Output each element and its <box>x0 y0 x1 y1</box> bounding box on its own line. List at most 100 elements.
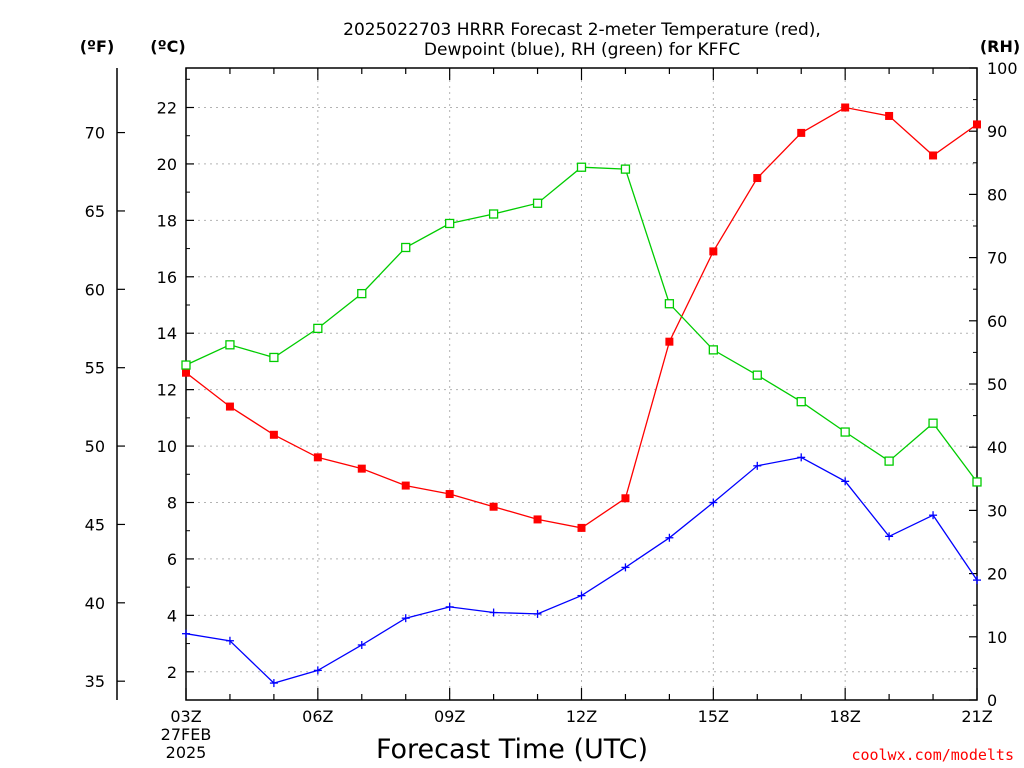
data-point <box>182 629 190 638</box>
fahrenheit-tick-label: 40 <box>85 594 105 613</box>
celsius-tick-label: 12 <box>157 381 177 400</box>
celsius-tick-label: 22 <box>157 99 177 118</box>
fahrenheit-tick-label: 70 <box>85 124 105 143</box>
data-point <box>929 151 938 160</box>
fahrenheit-tick-label: 55 <box>85 359 105 378</box>
data-point <box>269 679 278 688</box>
data-point <box>576 162 587 172</box>
data-point <box>752 370 762 380</box>
data-point <box>225 636 234 645</box>
celsius-tick-label: 16 <box>157 268 177 287</box>
data-point <box>972 477 982 487</box>
data-point <box>488 209 499 219</box>
data-point <box>181 360 191 370</box>
data-point <box>533 515 542 524</box>
rh-tick-label: 60 <box>987 312 1007 331</box>
data-point <box>489 502 498 511</box>
series-temperature <box>182 103 981 532</box>
data-point <box>313 323 323 334</box>
fahrenheit-tick-label: 60 <box>85 280 105 299</box>
data-point <box>973 576 981 585</box>
credit-text: coolwx.com/modelts <box>851 746 1014 764</box>
data-point <box>973 120 981 129</box>
rh-tick-label: 80 <box>987 185 1007 204</box>
data-point <box>841 477 850 486</box>
data-point <box>533 609 542 618</box>
x-axis-label: Forecast Time (UTC) <box>376 734 648 765</box>
x-tick-label: 15Z <box>698 707 729 726</box>
rh-unit-label: (RH) <box>980 37 1020 56</box>
data-point <box>577 523 586 532</box>
data-point <box>489 608 498 617</box>
data-point <box>885 111 894 120</box>
data-point <box>664 299 675 309</box>
celsius-tick-label: 10 <box>157 437 177 456</box>
data-point <box>709 247 718 256</box>
data-point <box>269 430 278 439</box>
data-point <box>182 368 190 377</box>
x-tick-label: 21Z <box>961 707 992 726</box>
rh-tick-label: 50 <box>987 375 1007 394</box>
data-point <box>225 340 235 350</box>
x-tick-label: 03Z <box>170 707 201 726</box>
date-label-year: 2025 <box>166 743 207 762</box>
chart-axes <box>116 67 978 701</box>
rh-tick-label: 10 <box>987 628 1007 647</box>
rh-tick-label: 70 <box>987 249 1007 268</box>
data-point <box>401 242 411 253</box>
x-tick-label: 09Z <box>434 707 465 726</box>
celsius-unit-label: (ºC) <box>150 37 185 56</box>
data-point <box>357 464 366 473</box>
data-point <box>357 640 366 649</box>
rh-tick-label: 20 <box>987 565 1007 584</box>
rh-tick-label: 30 <box>987 501 1007 520</box>
data-point <box>621 563 630 572</box>
celsius-tick-label: 14 <box>157 324 177 343</box>
data-point <box>929 511 938 520</box>
chart-title-line-2: Dewpoint (blue), RH (green) for KFFC <box>424 40 740 60</box>
fahrenheit-tick-label: 45 <box>85 515 105 534</box>
rh-tick-label: 0 <box>987 691 997 710</box>
data-point <box>532 198 543 208</box>
data-point <box>797 453 806 462</box>
celsius-tick-label: 4 <box>167 606 177 625</box>
celsius-tick-label: 6 <box>167 550 177 569</box>
data-point <box>709 498 718 507</box>
data-point <box>445 218 455 229</box>
celsius-tick-label: 8 <box>167 494 177 513</box>
series-line <box>185 456 978 684</box>
rh-tick-label: 100 <box>987 59 1018 78</box>
data-point <box>753 461 762 470</box>
data-point <box>665 337 674 346</box>
data-point <box>445 602 454 611</box>
fahrenheit-tick-label: 65 <box>85 202 105 221</box>
data-point <box>884 456 894 466</box>
data-point <box>753 174 762 183</box>
data-point <box>665 533 674 542</box>
axis-ticks: 35 40 45 50 55 60 65 70 2 4 6 8 10 12 14 16 18 20 22 0 10 20 3… <box>85 59 1018 726</box>
data-point <box>620 164 631 174</box>
data-point <box>796 397 806 407</box>
data-point <box>577 591 586 600</box>
x-tick-label: 06Z <box>302 707 333 726</box>
rh-tick-label: 90 <box>987 122 1007 141</box>
celsius-tick-label: 20 <box>157 155 177 174</box>
chart-title-line-1: 2025022703 HRRR Forecast 2-meter Tempera… <box>343 20 821 40</box>
x-tick-label: 18Z <box>830 707 861 726</box>
fahrenheit-tick-label: 50 <box>85 437 105 456</box>
fahrenheit-unit-label: (ºF) <box>80 37 115 56</box>
data-point <box>840 427 850 437</box>
data-point <box>445 490 454 499</box>
data-point <box>313 453 322 462</box>
data-point <box>269 352 279 363</box>
rh-tick-label: 40 <box>987 438 1007 457</box>
x-tick-label: 12Z <box>566 707 597 726</box>
data-point <box>885 532 894 541</box>
data-point <box>797 128 806 137</box>
data-point <box>225 402 234 411</box>
data-point <box>401 614 410 623</box>
celsius-tick-label: 18 <box>157 211 177 230</box>
chart-series <box>181 103 982 688</box>
series-dewpoint <box>182 453 981 688</box>
